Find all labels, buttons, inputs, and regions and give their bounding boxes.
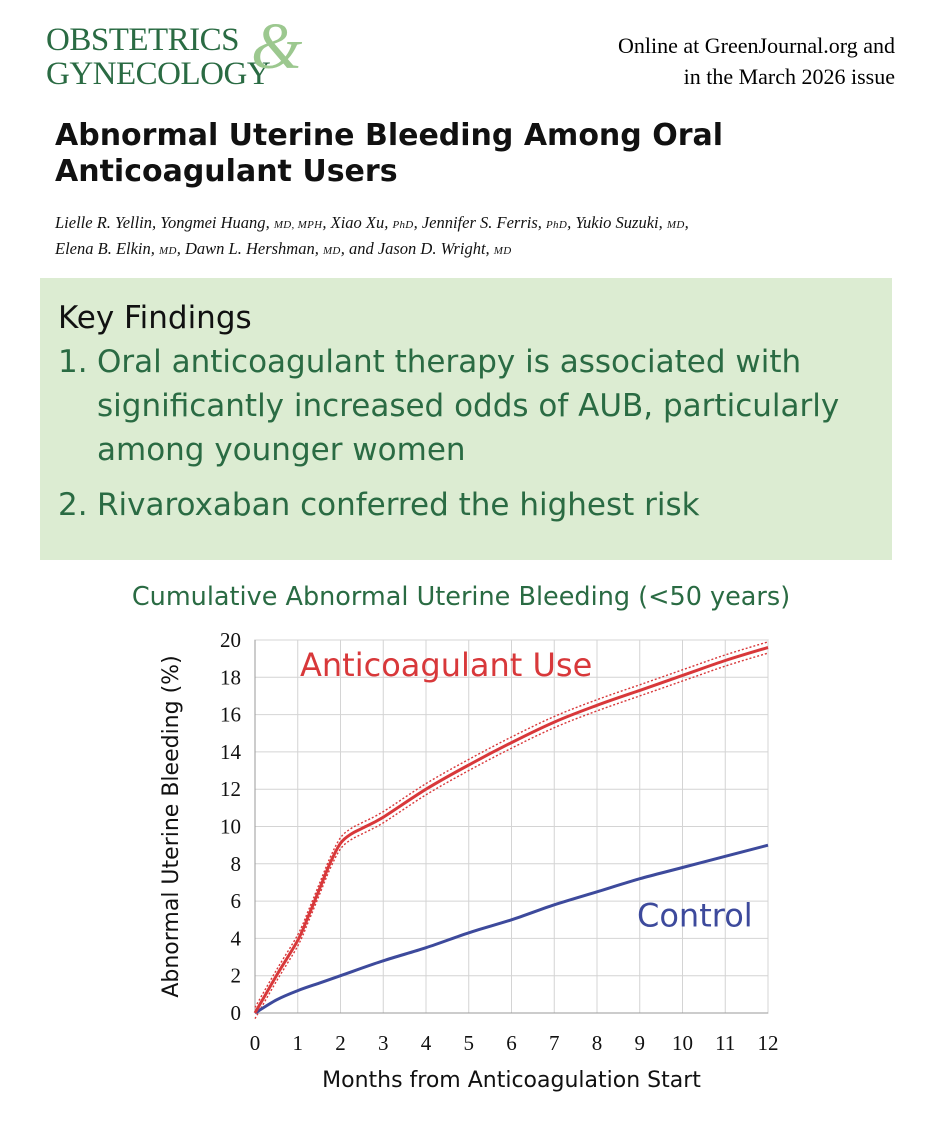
author-degree: MD (159, 245, 177, 257)
author-name: Lielle R. Yellin (55, 213, 153, 232)
y-tick-label: 0 (231, 1001, 242, 1025)
author-line: Lielle R. Yellin, Yongmei Huang, MD, MPH… (55, 213, 689, 232)
author-name: Jennifer S. Ferris (421, 213, 538, 232)
journal-logo: OBSTETRICS GYNECOLOGY & (46, 14, 306, 92)
x-tick-label: 1 (293, 1031, 304, 1055)
anticoagulant-ci-upper (254, 641, 769, 1008)
control-series-line (254, 843, 769, 1015)
author-name: Xiao Xu (330, 213, 385, 232)
key-finding-item: 2. Rivaroxaban conferred the highest ris… (58, 483, 858, 533)
article-title-line1: Abnormal Uterine Bleeding Among Oral (55, 118, 724, 153)
author-degree: PhD (546, 219, 568, 231)
y-tick-label: 10 (220, 815, 241, 839)
key-finding-text: Oral anticoagulant therapy is associated… (97, 344, 840, 468)
y-tick-label: 14 (220, 740, 242, 764)
key-finding-text: Rivaroxaban conferred the highest risk (97, 487, 700, 523)
anticoagulant-series-label: Anticoagulant Use (300, 646, 592, 684)
author-name: Yukio Suzuki (575, 213, 659, 232)
x-tick-label: 6 (506, 1031, 517, 1055)
x-tick-label: 2 (335, 1031, 346, 1055)
author-list: Lielle R. Yellin, Yongmei Huang, MD, MPH… (55, 211, 915, 263)
y-tick-label: 12 (220, 777, 241, 801)
y-tick-label: 8 (231, 852, 242, 876)
publication-info-line2: in the March 2026 issue (683, 64, 895, 89)
x-tick-label: 5 (464, 1031, 475, 1055)
author-degree: MD (666, 219, 685, 231)
key-finding-number: 1. (58, 344, 88, 380)
control-series-label: Control (637, 896, 753, 934)
article-title-line2: Anticoagulant Users (55, 154, 398, 189)
author-name: Dawn L. Hershman (184, 239, 315, 258)
logo-line-obstetrics: OBSTETRICS (46, 22, 240, 58)
y-axis-label: Abnormal Uterine Bleeding (%) (159, 655, 184, 997)
y-tick-label: 20 (220, 628, 241, 652)
y-tick-label: 4 (231, 926, 242, 950)
key-findings-heading: Key Findings (58, 300, 252, 336)
y-tick-label: 18 (220, 665, 241, 689)
publication-info-line1: Online at GreenJournal.org and (618, 33, 895, 58)
anticoagulant-series-line (253, 646, 769, 1014)
y-tick-label: 2 (231, 964, 242, 988)
author-name: Elena B. Elkin (55, 239, 151, 258)
author-degree: PhD (392, 219, 414, 231)
author-line: Elena B. Elkin, MD, Dawn L. Hershman, MD… (55, 239, 512, 258)
publication-info: Online at GreenJournal.org and in the Ma… (618, 30, 895, 92)
author-name: and Jason D. Wright (348, 239, 486, 258)
x-tick-label: 11 (715, 1031, 735, 1055)
x-tick-label: 7 (549, 1031, 560, 1055)
y-tick-label: 16 (220, 703, 241, 727)
x-tick-label: 8 (592, 1031, 603, 1055)
article-title: Abnormal Uterine Bleeding Among Oral Ant… (55, 118, 855, 190)
x-tick-label: 9 (635, 1031, 646, 1055)
x-tick-label: 12 (758, 1031, 779, 1055)
logo-ampersand: & (251, 10, 303, 83)
author-degree: MD (493, 245, 512, 257)
x-tick-label: 4 (421, 1031, 432, 1055)
key-findings-panel: Key Findings 1. Oral anticoagulant thera… (40, 278, 892, 560)
author-name: Yongmei Huang (160, 213, 266, 232)
key-finding-item: 1. Oral anticoagulant therapy is associa… (58, 340, 858, 480)
x-axis-label: Months from Anticoagulation Start (322, 1068, 701, 1093)
author-degree: MD (322, 245, 341, 257)
logo-line-gynecology: GYNECOLOGY (46, 56, 271, 92)
anticoagulant-ci-lower (254, 652, 769, 1019)
key-finding-number: 2. (58, 487, 88, 523)
x-tick-label: 0 (250, 1031, 261, 1055)
chart-title: Cumulative Abnormal Uterine Bleeding (<5… (131, 582, 791, 612)
x-tick-label: 3 (378, 1031, 389, 1055)
y-tick-label: 6 (231, 889, 242, 913)
x-tick-label: 10 (672, 1031, 693, 1055)
author-degree: MD, MPH (273, 219, 323, 231)
